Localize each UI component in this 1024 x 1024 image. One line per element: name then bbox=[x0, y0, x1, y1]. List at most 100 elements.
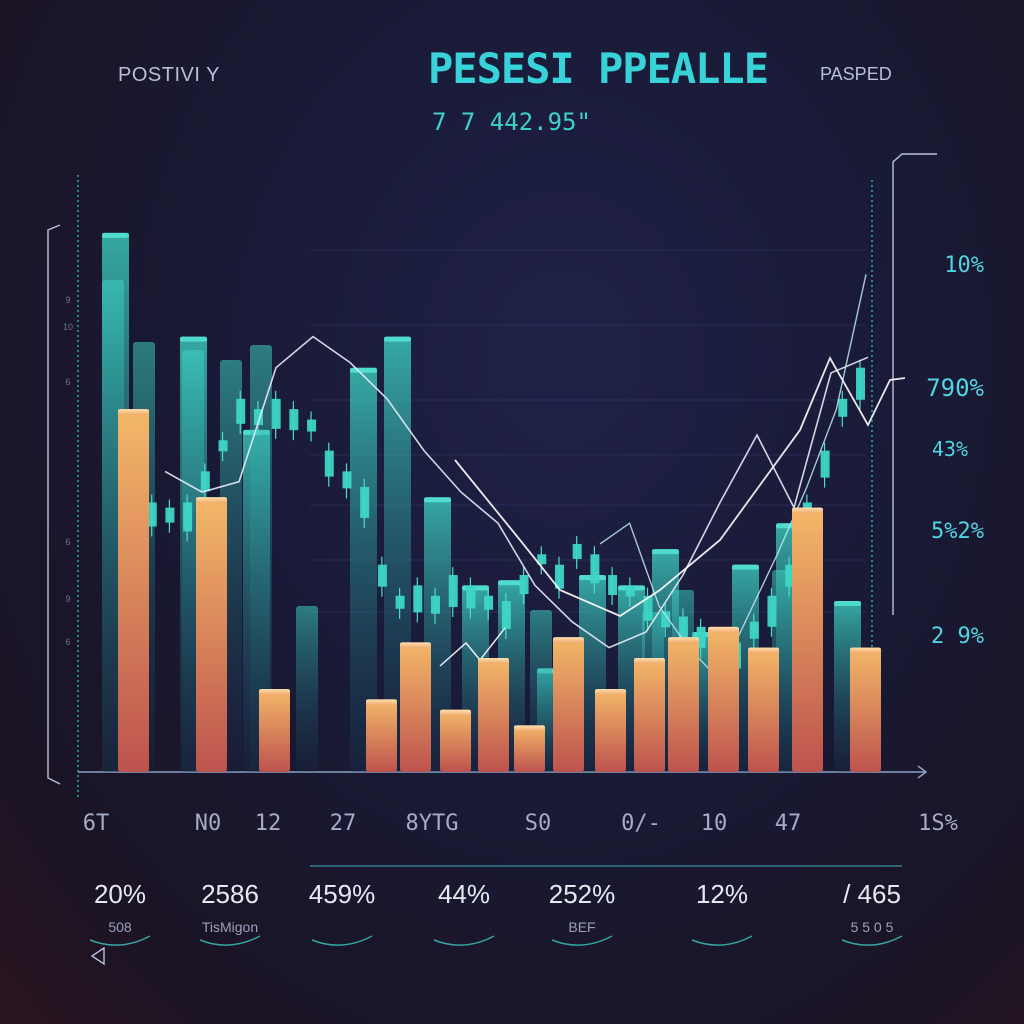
candlestick bbox=[838, 398, 848, 417]
candlestick bbox=[820, 450, 830, 478]
candlestick bbox=[183, 502, 193, 532]
orange-bar bbox=[553, 637, 584, 772]
kpi-back-arrow bbox=[90, 946, 105, 966]
header-right-label: PASPED bbox=[820, 64, 892, 84]
y-tick-label: 9 bbox=[65, 295, 70, 305]
x-axis-arrow bbox=[917, 765, 928, 779]
candlestick bbox=[165, 507, 175, 523]
teal-bar-bg bbox=[250, 345, 272, 772]
orange-bar-cap bbox=[553, 637, 584, 644]
orange-bar bbox=[748, 647, 779, 772]
orange-bar-cap bbox=[196, 497, 227, 504]
orange-bar bbox=[595, 689, 626, 772]
headline-value: 7 7 442.95" bbox=[432, 108, 591, 136]
candlestick bbox=[785, 564, 795, 587]
candlestick bbox=[324, 450, 334, 477]
line-series-trend bbox=[454, 355, 906, 618]
candlestick bbox=[519, 575, 529, 595]
orange-bar-cap bbox=[595, 689, 626, 696]
x-tick-label: 8YTG bbox=[406, 811, 459, 836]
orange-bar-cap bbox=[792, 507, 823, 514]
candlestick bbox=[307, 419, 317, 432]
candlestick bbox=[271, 398, 281, 429]
y-tick-label: 9 bbox=[65, 594, 70, 604]
orange-bar-cap bbox=[634, 657, 665, 664]
orange-bar bbox=[792, 507, 823, 772]
candlestick bbox=[625, 585, 635, 597]
kpi-swoosh bbox=[551, 935, 613, 946]
candlestick bbox=[448, 575, 458, 608]
teal-bar-cap bbox=[384, 336, 411, 342]
orange-bar-cap bbox=[440, 709, 471, 716]
teal-bar-cap bbox=[462, 585, 489, 591]
kpi-value: 2586 bbox=[201, 879, 259, 909]
orange-bar bbox=[440, 709, 471, 772]
x-tick-label: 1S% bbox=[918, 811, 958, 836]
candlestick bbox=[537, 554, 547, 565]
y-tick-label: 6 bbox=[65, 377, 70, 387]
chart-title: PESESI PPEALLE bbox=[428, 44, 769, 93]
orange-bar-cap bbox=[748, 647, 779, 654]
candlestick bbox=[431, 595, 441, 614]
kpi-value: 12% bbox=[696, 879, 748, 909]
teal-bar-cap bbox=[180, 336, 207, 342]
x-tick-label: 12 bbox=[255, 811, 282, 836]
left-bracket bbox=[47, 224, 61, 785]
kpi-sublabel: 508 bbox=[108, 919, 132, 935]
kpi-swoosh bbox=[433, 935, 495, 946]
teal-bar-cap bbox=[350, 367, 377, 373]
kpi-sublabel: 5 5 0 5 bbox=[851, 919, 894, 935]
orange-bar bbox=[850, 647, 881, 772]
candlestick bbox=[218, 440, 228, 452]
candlestick bbox=[253, 409, 263, 426]
x-tick-label: 6T bbox=[83, 811, 110, 836]
right-percent-label: 10% bbox=[944, 253, 984, 278]
teal-bar-cap bbox=[652, 549, 679, 555]
right-percent-label: 43% bbox=[932, 437, 968, 461]
kpi-sublabel: TisMigon bbox=[202, 919, 258, 935]
orange-bar-cap bbox=[478, 657, 509, 664]
kpi-swoosh bbox=[841, 935, 903, 946]
orange-bar bbox=[366, 699, 397, 772]
x-tick-label: 47 bbox=[775, 811, 802, 836]
orange-bar-cap bbox=[708, 626, 739, 633]
right-percent-label: 790% bbox=[926, 374, 984, 402]
header-left-label: POSTIVI Y bbox=[118, 64, 220, 86]
candlestick bbox=[856, 367, 865, 400]
orange-bar-cap bbox=[514, 725, 545, 732]
kpi-value: 20% bbox=[94, 879, 146, 909]
y-tick-label: 10 bbox=[63, 322, 73, 332]
orange-bar bbox=[478, 657, 509, 772]
line-series-white bbox=[164, 335, 869, 649]
right-bracket bbox=[892, 153, 937, 615]
kpi-swoosh bbox=[199, 935, 261, 946]
x-tick-label: 10 bbox=[701, 811, 728, 836]
x-tick-label: 27 bbox=[330, 811, 357, 836]
orange-bar bbox=[668, 637, 699, 772]
orange-bar-cap bbox=[259, 689, 290, 696]
orange-bar-cap bbox=[668, 637, 699, 644]
kpi-value: 44% bbox=[438, 879, 490, 909]
teal-bar-cap bbox=[732, 564, 759, 570]
y-tick-label: 6 bbox=[65, 637, 70, 647]
kpi-sublabel: BEF bbox=[568, 919, 595, 935]
candlestick bbox=[200, 471, 210, 492]
y-tick-label: 6 bbox=[65, 537, 70, 547]
candlestick bbox=[554, 564, 564, 589]
candlestick bbox=[413, 585, 423, 613]
orange-bar-cap bbox=[400, 642, 431, 649]
candlestick bbox=[466, 585, 476, 609]
teal-bar bbox=[350, 367, 377, 772]
mini-line bbox=[439, 627, 506, 667]
candlestick bbox=[696, 626, 706, 648]
candlestick bbox=[608, 575, 618, 596]
teal-bar-cap bbox=[498, 580, 525, 586]
candlestick bbox=[661, 611, 671, 628]
teal-bar-bg bbox=[296, 606, 318, 772]
candlestick bbox=[501, 600, 511, 629]
teal-bar-cap bbox=[102, 232, 129, 238]
kpi-value: / 465 bbox=[843, 879, 901, 909]
orange-bar bbox=[634, 657, 665, 772]
kpi-value: 252% bbox=[549, 879, 616, 909]
orange-bar-cap bbox=[850, 647, 881, 654]
